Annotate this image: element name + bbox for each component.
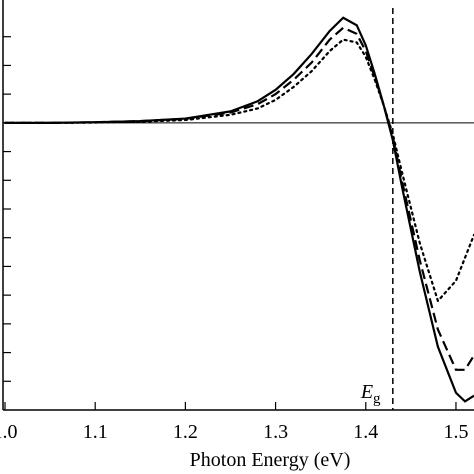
gap-label: Eg [360, 381, 381, 407]
gap-label-main: E [360, 381, 373, 403]
x-tick-label: 1.5 [443, 421, 468, 443]
series-line [3, 38, 474, 304]
x-tick-label: 1.1 [83, 421, 108, 443]
series-line [5, 26, 474, 371]
x-tick-label: 1.0 [0, 421, 18, 443]
series-line [5, 16, 474, 403]
x-tick-label: 1.3 [263, 421, 288, 443]
x-tick-label: 1.4 [353, 421, 378, 443]
x-axis-label: Photon Energy (eV) [190, 449, 351, 471]
x-tick-label: 1.2 [173, 421, 198, 443]
gap-label-sub: g [373, 391, 381, 407]
